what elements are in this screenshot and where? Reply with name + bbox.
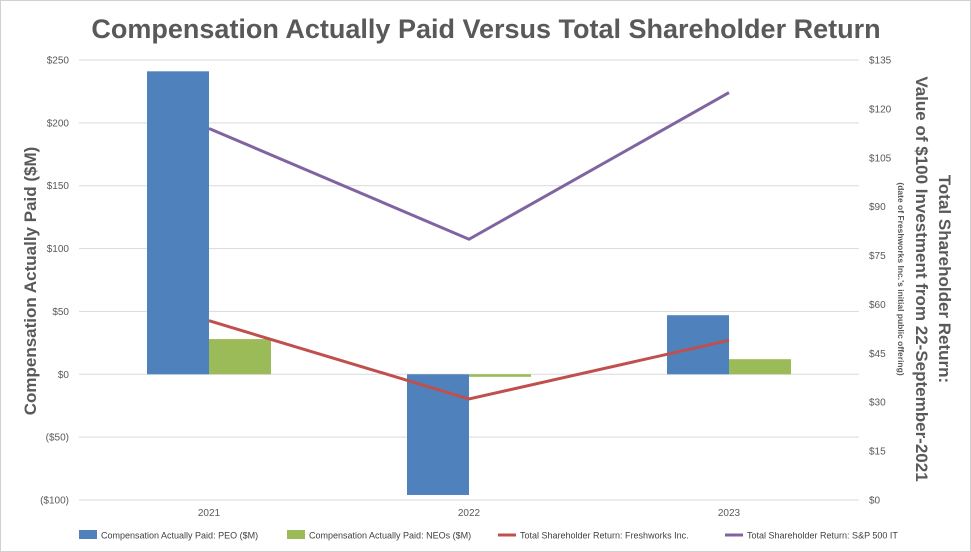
y2-tick-label: $75 [869, 251, 886, 262]
y2-axis-title-line1: Total Shareholder Return: [935, 175, 954, 383]
y-tick-label: $150 [47, 181, 70, 192]
bar-peo-2022 [407, 374, 469, 495]
x-tick-label: 2021 [198, 508, 221, 519]
bar-neos-2022 [469, 374, 531, 377]
tick-labels: $250 $200 $150 $100 $50 $0 ($50) ($100) $135 $120… [40, 56, 892, 520]
y-tick-label: $200 [47, 118, 70, 129]
legend-label: Compensation Actually Paid: PEO ($M) [101, 531, 258, 541]
y2-tick-label: $0 [869, 496, 881, 507]
legend: Compensation Actually Paid: PEO ($M) Comp… [79, 530, 898, 541]
legend-swatch [287, 530, 305, 539]
line-sp500-it-tsr [208, 91, 730, 241]
y-tick-label: ($50) [46, 433, 69, 444]
chart-title: Compensation Actually Paid Versus Total … [91, 14, 880, 44]
y-tick-label: $50 [52, 307, 69, 318]
y2-tick-label: $120 [869, 104, 892, 115]
y-axis-title: Compensation Actually Paid ($M) [21, 147, 40, 416]
y2-tick-label: $15 [869, 447, 886, 458]
series-lines [208, 91, 730, 401]
legend-label: Total Shareholder Return: Freshworks Inc… [520, 531, 689, 541]
legend-swatch [79, 530, 97, 539]
y-tick-label: $0 [58, 370, 70, 381]
bars [147, 71, 791, 495]
y2-tick-label: $135 [869, 56, 892, 67]
bar-neos-2021 [209, 339, 271, 375]
y2-axis-title-line2: Value of $100 Investment from 22-Septemb… [912, 76, 931, 481]
y-tick-label: $100 [47, 244, 70, 255]
y2-tick-label: $90 [869, 202, 886, 213]
y-tick-label: $250 [47, 56, 70, 67]
legend-label: Total Shareholder Return: S&P 500 IT [747, 531, 898, 541]
y2-tick-label: $30 [869, 398, 886, 409]
y2-tick-label: $45 [869, 349, 886, 360]
y-tick-label: ($100) [40, 496, 69, 507]
y2-tick-label: $60 [869, 300, 886, 311]
bar-neos-2023 [729, 359, 791, 375]
y2-tick-label: $105 [869, 153, 892, 164]
line-freshworks-tsr [208, 319, 730, 401]
bar-peo-2021 [147, 71, 209, 375]
legend-label: Compensation Actually Paid: NEOs ($M) [309, 531, 471, 541]
y2-axis-note: (date of Freshworks Inc.'s initial publi… [896, 182, 906, 375]
x-tick-label: 2023 [718, 508, 741, 519]
bar-peo-2023 [667, 315, 729, 375]
x-tick-label: 2022 [458, 508, 481, 519]
